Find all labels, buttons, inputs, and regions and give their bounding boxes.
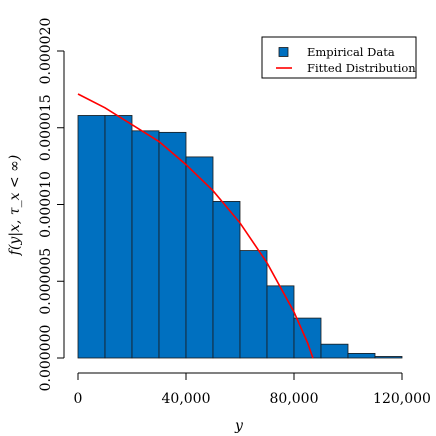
- y-tick-label: 0.000005: [38, 248, 54, 315]
- fitted-distribution-line: [77, 93, 314, 359]
- legend: Empirical Data Fitted Distribution: [261, 36, 417, 79]
- histogram-bar: [158, 131, 187, 359]
- histogram-bar: [374, 356, 403, 359]
- histogram-bar: [131, 130, 160, 359]
- histogram-bar: [266, 285, 295, 359]
- bars-layer: [77, 115, 403, 359]
- legend-swatch-empirical: [278, 47, 289, 57]
- x-tick-label: 120,000: [373, 391, 431, 407]
- x-tick-label: 40,000: [162, 391, 211, 407]
- histogram-bar: [185, 156, 214, 359]
- y-tick-label: 0.000015: [38, 94, 54, 161]
- curve-layer: [77, 93, 314, 359]
- histogram-bar: [77, 115, 106, 359]
- histogram-bar: [239, 250, 268, 359]
- y-tick-label: 0.000020: [38, 18, 54, 85]
- x-tick-label: 0: [74, 391, 83, 407]
- legend-label: Empirical Data: [307, 45, 395, 59]
- x-tick-label: 80,000: [270, 391, 319, 407]
- legend-box: [261, 36, 417, 79]
- histogram-bar: [320, 343, 349, 359]
- histogram-bar: [104, 115, 133, 359]
- y-tick-label: 0.000010: [38, 171, 54, 238]
- histogram-bar: [347, 352, 376, 359]
- x-axis-label: y: [234, 418, 244, 434]
- histogram-bar: [212, 201, 241, 359]
- y-axis-label: f(y|x, τ_x < ∞): [7, 155, 23, 256]
- histogram-bar: [293, 317, 322, 359]
- axes-layer: 0 40,000 80,000 120,000 0.000000 0.000005 0.00…: [7, 18, 431, 434]
- y-tick-label: 0.000000: [38, 325, 54, 392]
- legend-label: Fitted Distribution: [307, 61, 416, 75]
